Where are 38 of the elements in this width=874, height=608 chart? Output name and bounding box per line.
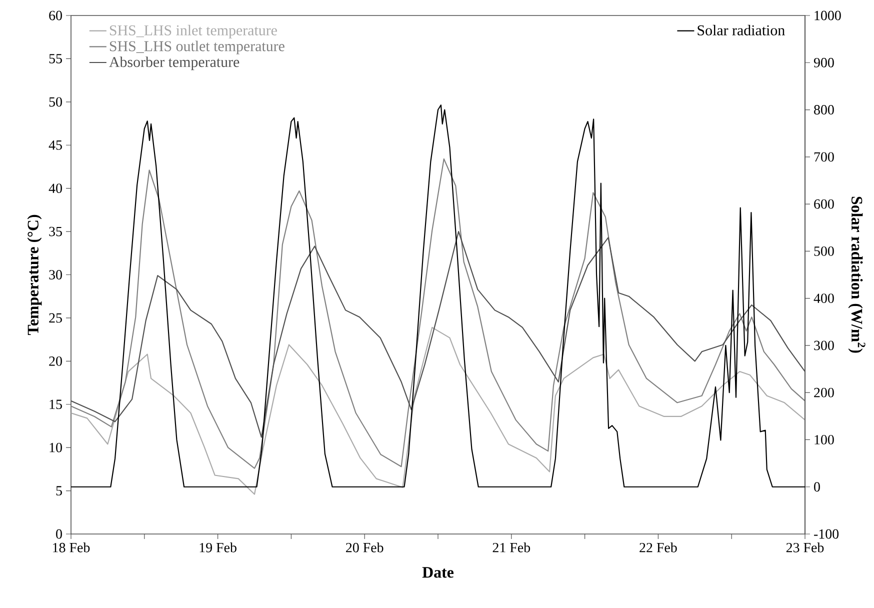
y-tick-label: 0: [56, 529, 62, 539]
x-tick-label: 23 Feb: [786, 542, 824, 552]
y-tick-label: 25: [49, 313, 62, 323]
y-tick-label: 10: [50, 442, 62, 452]
y2-tick-label: 0: [814, 482, 820, 492]
y2-tick-label: 500: [814, 246, 834, 256]
y-tick-label: 20: [49, 356, 62, 366]
y-tick-label: 50: [49, 97, 62, 107]
y2-axis-title: Solar radiation (W/m$^{2}$): [848, 196, 866, 353]
y2-tick-label: 1000: [814, 10, 841, 20]
x-tick-label: 22 Feb: [640, 542, 677, 552]
y-tick-label: 45: [48, 140, 62, 150]
legend-label: Solar radiation: [698, 24, 785, 36]
x-tick-label: 19 Feb: [200, 542, 236, 552]
y2-tick-label: 300: [814, 340, 834, 350]
y2-tick-label: -100: [814, 529, 839, 539]
y-tick-label: 40: [48, 184, 62, 194]
y2-tick-label: 600: [814, 199, 834, 209]
y-tick-label: 15: [50, 400, 62, 410]
y2-tick-label: 800: [814, 105, 834, 114]
legend-label: Absorber temperature: [109, 56, 240, 70]
y-tick-label: 30: [49, 270, 62, 280]
y2-tick-label: 700: [814, 152, 834, 162]
y-tick-label: 35: [49, 226, 62, 236]
y2-tick-label: 100: [814, 435, 834, 444]
y-tick-label: 5: [56, 486, 62, 496]
y2-tick-label: 200: [814, 388, 834, 398]
y2-tick-label: 400: [814, 294, 834, 304]
y-tick-label: 55: [49, 54, 62, 64]
x-tick-label: 18 Feb: [53, 542, 90, 552]
y-tick-label: 60: [49, 10, 62, 20]
legend-label: SHS_LHS inlet temperature: [110, 24, 277, 38]
y2-tick-label: 900: [814, 58, 834, 68]
x-tick-label: 21 Feb: [492, 542, 530, 552]
legend-label: SHS_LHS outlet temperature: [110, 40, 284, 54]
x-axis-title: Date: [422, 567, 454, 578]
x-tick-label: 20 Feb: [346, 542, 384, 552]
y-axis-title: Temperature (°C): [27, 214, 42, 336]
